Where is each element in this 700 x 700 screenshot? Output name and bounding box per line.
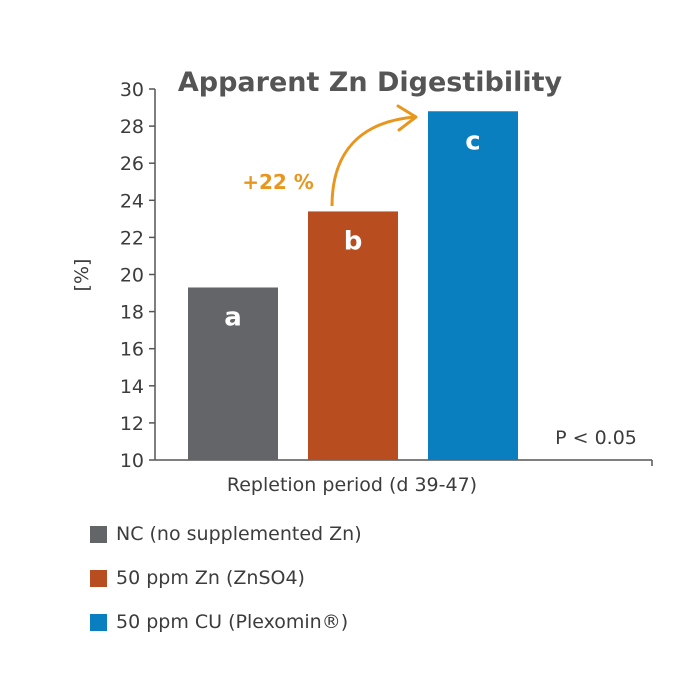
legend: NC (no supplemented Zn) 50 ppm Zn (ZnSO4)…: [90, 522, 362, 654]
legend-label: NC (no supplemented Zn): [116, 523, 362, 545]
bar: [308, 211, 398, 460]
y-tick-label: 22: [120, 227, 144, 249]
y-tick-label: 28: [120, 116, 144, 138]
legend-label: 50 ppm Zn (ZnSO4): [116, 567, 305, 589]
p-value-note: P < 0.05: [555, 427, 637, 449]
y-tick-label: 10: [120, 450, 144, 472]
y-tick-label: 14: [120, 376, 144, 398]
legend-swatch: [90, 569, 107, 587]
chart-title: Apparent Zn Digestibility: [178, 67, 563, 98]
increase-arrow: [330, 115, 415, 207]
legend-item: NC (no supplemented Zn): [90, 522, 362, 546]
y-tick-label: 30: [120, 79, 144, 101]
legend-label: 50 ppm CU (Plexomin®): [116, 611, 349, 633]
increase-label: +22 %: [242, 170, 314, 194]
legend-swatch: [90, 613, 107, 631]
y-tick-label: 26: [120, 153, 144, 175]
bar: [188, 287, 278, 460]
legend-swatch: [90, 525, 107, 543]
x-axis: [155, 459, 653, 466]
x-axis-label: Repletion period (d 39-47): [227, 474, 477, 496]
y-tick-label: 20: [120, 265, 144, 287]
y-axis-label: [%]: [71, 259, 93, 292]
legend-item: 50 ppm Zn (ZnSO4): [90, 566, 362, 590]
y-axis: 10 12 14 16 18 20 22 24 26 28 30: [120, 79, 156, 472]
y-tick-label: 16: [120, 339, 144, 361]
increase-annotation: +22 %: [242, 104, 418, 207]
legend-item: 50 ppm CU (Plexomin®): [90, 610, 362, 634]
y-tick-label: 24: [120, 190, 144, 212]
bar-letter-label: b: [344, 226, 363, 256]
bar-chart: Apparent Zn Digestibility 10 12 14 16 18 20 22…: [71, 67, 653, 496]
y-tick-label: 18: [120, 302, 144, 324]
bar-letter-label: c: [465, 126, 480, 156]
y-tick-label: 12: [120, 413, 144, 435]
bar-letter-label: a: [224, 302, 242, 332]
bar: [428, 111, 518, 460]
bars: a b c: [188, 111, 518, 460]
increase-arrowhead: [396, 104, 418, 132]
